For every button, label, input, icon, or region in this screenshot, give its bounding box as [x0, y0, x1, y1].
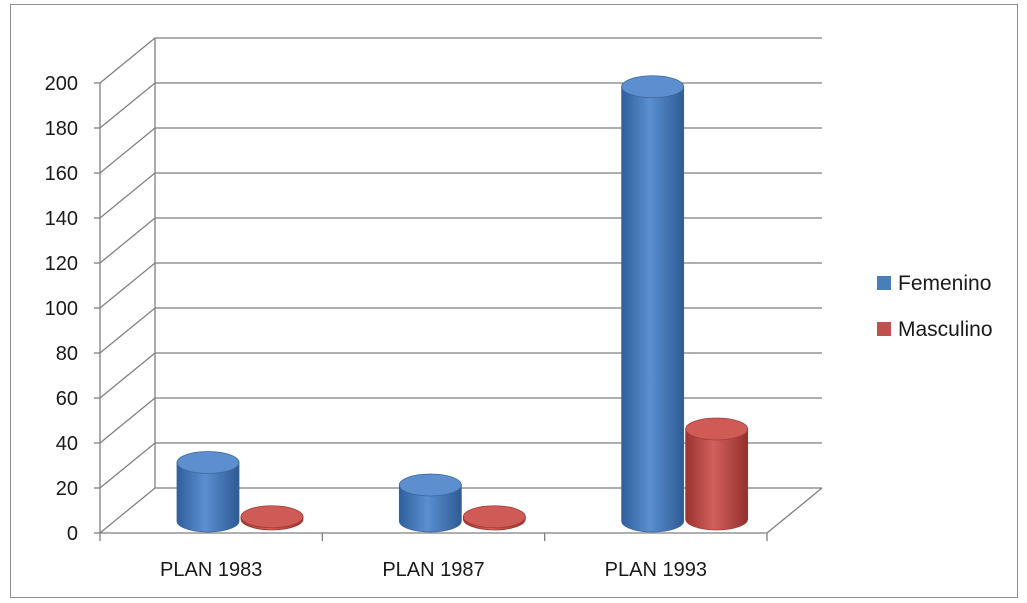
- bars: [176, 75, 749, 533]
- y-tick-label: 120: [45, 253, 78, 275]
- y-tick-label: 80: [56, 343, 78, 365]
- gridline: [99, 352, 822, 399]
- y-tick-label: 160: [45, 163, 78, 185]
- gridline: [99, 82, 822, 129]
- gridline: [99, 127, 822, 174]
- bar: [462, 505, 526, 531]
- x-tick-label: PLAN 1993: [605, 559, 707, 581]
- y-tick-label: 60: [56, 388, 78, 410]
- x-tick-label: PLAN 1987: [382, 559, 484, 581]
- bar-top: [462, 505, 526, 529]
- floor-edge-right: [766, 487, 823, 534]
- bar: [621, 75, 685, 533]
- bar-body: [685, 428, 749, 531]
- legend-swatch: [877, 276, 891, 290]
- bar-top: [176, 451, 240, 474]
- legend: Femenino Masculino: [877, 272, 993, 341]
- y-tick-label: 0: [67, 523, 78, 545]
- bar-top: [398, 473, 462, 497]
- y-tick-label: 140: [45, 208, 78, 230]
- y-tick-label: 20: [56, 478, 78, 500]
- bar-body: [621, 86, 685, 533]
- axes: [94, 38, 823, 541]
- gridline: [99, 172, 822, 219]
- bar: [176, 451, 240, 533]
- bar-top: [621, 75, 685, 99]
- bar-body: [398, 484, 462, 533]
- legend-label: Femenino: [898, 272, 991, 295]
- labels: 0 20 40 60 80 100 120 140 160 180 200 PLAN 1983 PLAN…: [45, 73, 707, 581]
- y-tick-label: 200: [45, 73, 78, 95]
- y-tick-label: 40: [56, 433, 78, 455]
- gridline: [99, 37, 822, 84]
- gridline: [99, 307, 822, 354]
- gridline: [99, 217, 822, 264]
- bar: [398, 473, 462, 533]
- bar-top: [685, 417, 749, 441]
- x-tick-label: PLAN 1983: [160, 559, 262, 581]
- legend-swatch: [877, 322, 891, 336]
- bar-top: [240, 505, 304, 529]
- bar: [685, 417, 749, 531]
- gridline: [99, 262, 822, 309]
- legend-label: Masculino: [898, 318, 993, 341]
- y-tick-label: 180: [45, 118, 78, 140]
- bar-body: [176, 462, 240, 533]
- y-tick-label: 100: [45, 298, 78, 320]
- bar: [240, 505, 304, 531]
